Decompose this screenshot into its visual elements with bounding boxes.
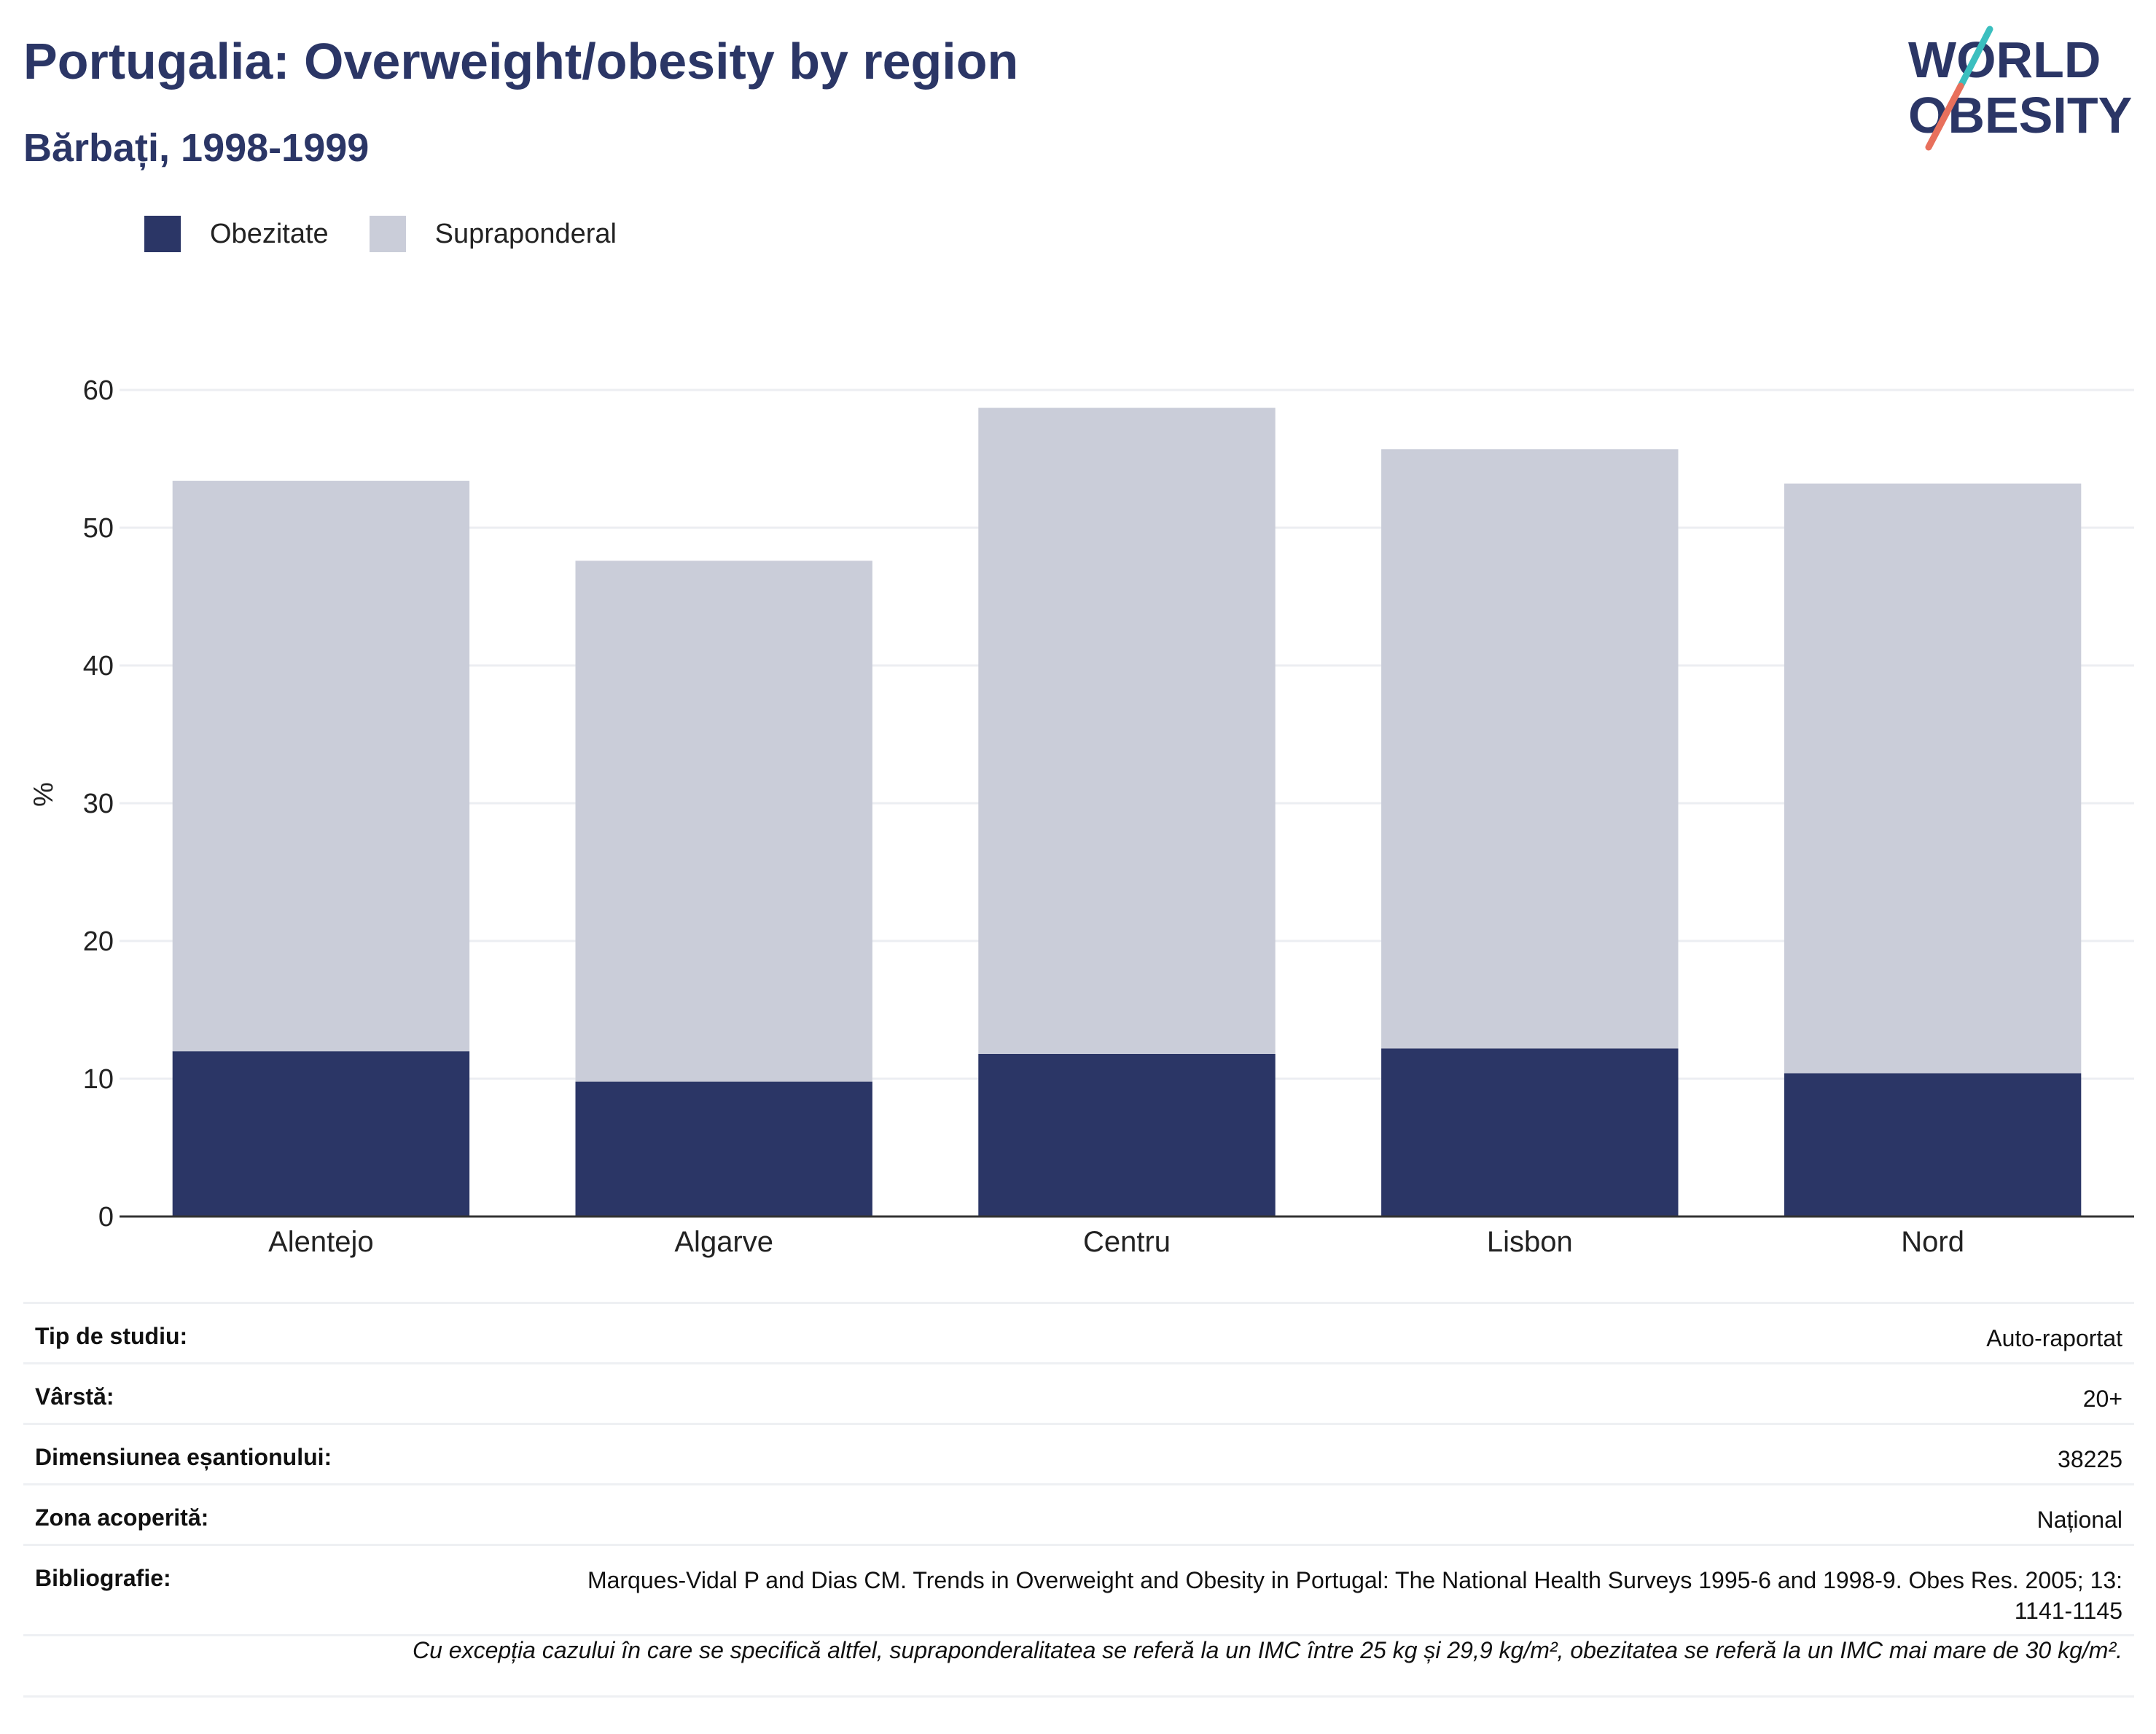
y-tick-label: 40: [83, 651, 114, 682]
chart-subtitle: Bărbați, 1998-1999: [23, 126, 370, 170]
info-value: Auto-raportat: [1986, 1325, 2122, 1351]
definition-note: Cu excepția cazului în care se specifică…: [412, 1637, 2122, 1663]
y-axis-label: %: [28, 782, 59, 807]
info-key: Dimensiunea eșantionului:: [35, 1444, 332, 1470]
chart-title: Portugalia: Overweight/obesity by region: [23, 33, 1019, 90]
bar-obezitate-alentejo[interactable]: [172, 1051, 470, 1216]
y-tick-label: 0: [98, 1202, 114, 1233]
x-tick-labels: Alentejo Algarve Centru Lisbon Nord: [268, 1226, 1964, 1258]
stacked-bar-chart: 0 10 20 30 40 50 60 Alentejo Algarve Centru Lisbo…: [28, 375, 2134, 1258]
legend-item-obezitate[interactable]: Obezitate: [144, 216, 329, 252]
y-tick-label: 20: [83, 926, 114, 957]
divider: [23, 1695, 2134, 1698]
logo-line1: WORLD: [1908, 31, 2101, 88]
x-tick-label: Nord: [1901, 1226, 1964, 1258]
info-key: Tip de studiu:: [35, 1323, 188, 1349]
legend-swatch-supraponderal: [369, 216, 406, 252]
y-tick-label: 50: [83, 513, 114, 544]
info-value: 38225: [2058, 1446, 2122, 1472]
bar-supraponderal-alentejo[interactable]: [172, 480, 470, 1052]
info-row-study-type: Tip de studiu: Auto-raportat: [23, 1304, 2134, 1364]
info-key: Bibliografie:: [35, 1565, 171, 1591]
bar-supraponderal-algarve[interactable]: [575, 561, 872, 1082]
y-tick-label: 10: [83, 1064, 114, 1095]
y-tick-label: 30: [83, 789, 114, 819]
x-tick-label: Alentejo: [268, 1226, 374, 1258]
info-row-sample-size: Dimensiunea eșantionului: 38225: [23, 1425, 2134, 1485]
y-tick-label: 60: [83, 375, 114, 406]
legend-item-supraponderal[interactable]: Supraponderal: [369, 216, 617, 252]
x-tick-label: Centru: [1083, 1226, 1171, 1258]
legend-label-supraponderal: Supraponderal: [434, 218, 617, 249]
info-row-area: Zona acoperită: Național: [23, 1485, 2134, 1546]
info-row-age: Vârstă: 20+: [23, 1364, 2134, 1425]
bar-supraponderal-lisbon[interactable]: [1381, 449, 1679, 1049]
bar-supraponderal-centru[interactable]: [978, 407, 1276, 1054]
bar-supraponderal-nord[interactable]: [1784, 483, 2082, 1074]
x-tick-label: Lisbon: [1487, 1226, 1573, 1258]
y-tick-labels: 0 10 20 30 40 50 60: [83, 375, 114, 1233]
legend-swatch-obezitate: [144, 216, 181, 252]
info-key: Zona acoperită:: [35, 1504, 209, 1531]
info-value: Național: [2036, 1507, 2122, 1533]
x-tick-label: Algarve: [674, 1226, 773, 1258]
bar-obezitate-lisbon[interactable]: [1381, 1048, 1679, 1216]
info-row-bibliography: Bibliografie: Marques-Vidal P and Dias C…: [23, 1546, 2134, 1636]
bar-obezitate-algarve[interactable]: [575, 1081, 872, 1216]
info-value: Marques-Vidal P and Dias CM. Trends in O…: [587, 1567, 2122, 1624]
world-obesity-logo: WORLD OBESITY: [1908, 26, 2132, 151]
info-key: Vârstă:: [35, 1383, 114, 1410]
legend: Obezitate Supraponderal: [144, 216, 657, 252]
legend-label-obezitate: Obezitate: [210, 218, 329, 249]
study-info-table: Tip de studiu: Auto-raportat Vârstă: 20+…: [23, 1302, 2134, 1636]
info-value: 20+: [2082, 1386, 2122, 1412]
bar-obezitate-centru[interactable]: [978, 1053, 1276, 1216]
bars: [172, 407, 2082, 1216]
bar-obezitate-nord[interactable]: [1784, 1073, 2082, 1216]
